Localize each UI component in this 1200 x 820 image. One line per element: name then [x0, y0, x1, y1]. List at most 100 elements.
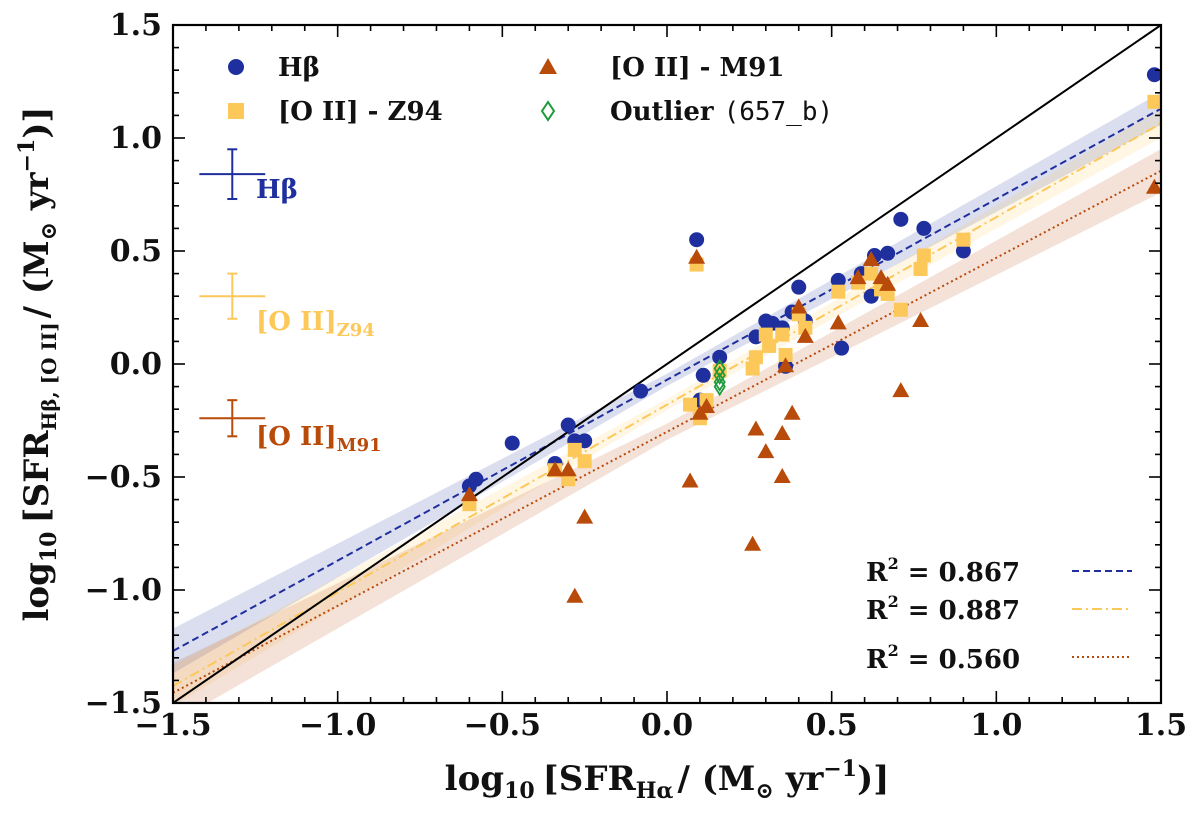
y-axis-title: log10[SFRHβ, [O II]/ (M⊙ yr−1)]	[14, 106, 62, 621]
point-h	[560, 417, 576, 433]
fit-line-r-0-887	[173, 122, 1161, 687]
y-tick-label: −1.0	[85, 573, 162, 608]
legend-marker-oii-m91	[539, 58, 557, 74]
point-o-ii-z94	[567, 442, 582, 457]
point-h	[633, 383, 649, 399]
point-o-ii-m91	[849, 269, 867, 285]
point-o-ii-z94	[775, 327, 790, 342]
point-o-ii-m91	[566, 587, 584, 603]
point-o-ii-m91	[576, 508, 594, 524]
point-h	[916, 220, 932, 236]
x-tick-label: 1.0	[970, 708, 1022, 743]
point-o-ii-m91	[912, 312, 930, 328]
point-o-ii-m91	[783, 404, 801, 420]
point-o-ii-m91	[681, 472, 699, 488]
point-o-ii-m91	[829, 314, 847, 330]
point-o-ii-m91	[892, 382, 910, 398]
x-tick-label: 0.5	[806, 708, 858, 743]
point-o-ii-m91	[773, 425, 791, 441]
point-o-ii-m91	[1145, 178, 1161, 194]
point-o-ii-z94	[683, 397, 698, 412]
x-tick-label: −0.5	[464, 708, 541, 743]
x-axis-title: log10 [SFRHα / (M⊙ yr−1)]	[445, 756, 890, 804]
point-h	[880, 245, 896, 261]
point-o-ii-z94	[798, 320, 813, 335]
point-o-ii-m91	[698, 397, 716, 413]
x-tick-label: −1.0	[299, 708, 376, 743]
x-tick-label: 0.0	[641, 708, 693, 743]
point-o-ii-z94	[762, 338, 777, 353]
point-h	[504, 435, 520, 451]
data-points	[460, 67, 1161, 603]
one-to-one-line	[173, 25, 1161, 703]
point-h	[955, 243, 971, 259]
point-outlier-657-b	[713, 358, 726, 379]
point-o-ii-z94	[893, 302, 908, 317]
point-o-ii-m91	[777, 357, 795, 373]
fit-line-r-0-867	[173, 107, 1161, 652]
point-o-ii-z94	[831, 284, 846, 299]
y-tick-label: 1.5	[110, 8, 162, 43]
legend-label-outlier: Outlier (657_b)	[610, 97, 833, 127]
point-h	[468, 471, 484, 487]
legend: Hβ [O II] - Z94 [O II] - M91 Outlier (657…	[228, 53, 833, 127]
point-h	[830, 272, 846, 288]
point-h	[712, 349, 728, 365]
legend-marker-outlier	[540, 100, 556, 122]
point-o-ii-z94	[758, 327, 773, 342]
fit-lines	[173, 25, 1161, 703]
point-o-ii-m91	[862, 251, 880, 267]
legend-marker-oii-z94	[228, 103, 244, 119]
fit-band-r-0-560	[173, 149, 1161, 703]
fit-label-hbeta: R2 = 0.867	[866, 554, 1020, 588]
y-tick-label: −0.5	[85, 460, 162, 495]
point-outlier-657-b	[713, 365, 726, 385]
error-label-oii-m91: [O II]M91	[256, 422, 382, 456]
point-o-ii-m91	[546, 461, 564, 477]
error-label-oii-z94: [O II]Z94	[256, 307, 375, 341]
point-o-ii-z94	[1147, 94, 1161, 109]
point-o-ii-m91	[773, 468, 791, 483]
legend-label-hbeta: Hβ	[278, 53, 320, 83]
y-tick-label: 0.5	[110, 234, 162, 269]
point-o-ii-z94	[864, 266, 879, 281]
y-tick-label: 1.0	[110, 121, 162, 156]
error-bar-samples	[199, 148, 266, 438]
point-o-ii-m91	[688, 248, 706, 264]
point-h	[689, 232, 705, 248]
axis-ticks	[172, 24, 1162, 704]
point-o-ii-m91	[559, 461, 577, 477]
point-o-ii-m91	[460, 486, 478, 502]
x-tick-label: −1.5	[134, 708, 211, 743]
legend-marker-hbeta	[228, 59, 244, 75]
x-tick-label: 1.5	[1135, 708, 1187, 743]
point-o-ii-m91	[757, 443, 775, 459]
y-tick-label: −1.5	[85, 686, 162, 721]
point-o-ii-m91	[790, 298, 808, 314]
fit-label-oii-z94: R2 = 0.887	[866, 592, 1020, 626]
point-o-ii-z94	[748, 350, 763, 365]
point-o-ii-z94	[778, 347, 793, 362]
point-outlier-657-b	[713, 372, 726, 392]
point-o-ii-z94	[956, 232, 971, 247]
point-o-ii-m91	[744, 535, 762, 551]
point-o-ii-m91	[747, 420, 765, 436]
point-h	[695, 367, 711, 383]
axis-tick-labels: −1.5 −1.0 −0.5 0.0 0.5 1.0 1.5 −1.5 −1.0 −0.5 0.0 0…	[85, 8, 1187, 743]
point-o-ii-z94	[913, 262, 928, 277]
legend-label-oii-z94: [O II] - Z94	[278, 97, 443, 127]
point-h	[893, 211, 909, 227]
fit-confidence-bands	[173, 92, 1161, 703]
point-o-ii-z94	[745, 361, 760, 376]
point-o-ii-z94	[916, 248, 931, 263]
fit-band-r-0-887	[173, 108, 1161, 703]
fit-label-oii-m91: R2 = 0.560	[866, 641, 1020, 675]
point-o-ii-z94	[577, 454, 592, 469]
legend-label-oii-m91: [O II] - M91	[610, 53, 784, 83]
point-o-ii-m91	[796, 327, 814, 343]
fit-legend: R2 = 0.867 R2 = 0.887 R2 = 0.560	[866, 554, 1132, 675]
error-label-hbeta: Hβ	[256, 175, 298, 205]
fit-line-r-0-560	[173, 169, 1161, 694]
